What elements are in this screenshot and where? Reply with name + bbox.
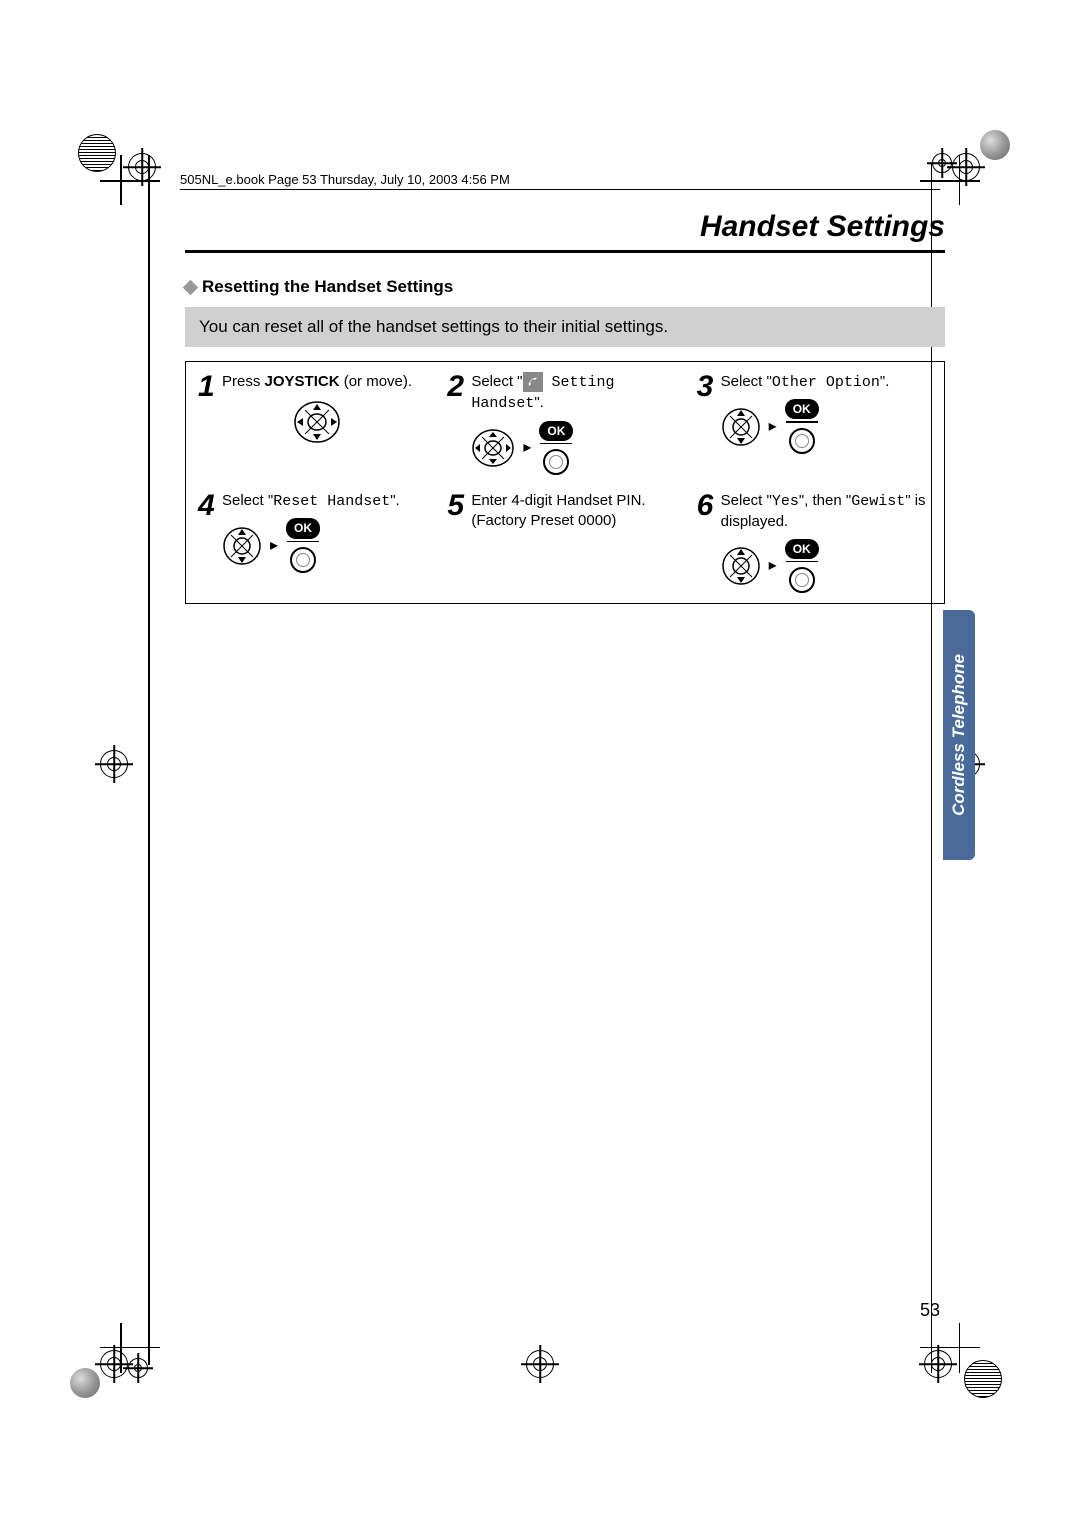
text: Select "	[222, 492, 273, 509]
crop-circle-br	[964, 1360, 1002, 1398]
circle-button-icon	[789, 567, 815, 593]
step-body: Select "Other Option". ▸ OK	[721, 372, 890, 475]
circle-button-icon	[290, 547, 316, 573]
arrow-right-icon: ▸	[270, 535, 278, 557]
step-3: 3 Select "Other Option". ▸ OK	[697, 372, 932, 475]
ok-label: OK	[286, 518, 320, 538]
mono-text: Reset Handset	[273, 493, 390, 510]
section-heading-text: Resetting the Handset Settings	[202, 277, 453, 297]
bold-text: JOYSTICK	[265, 373, 340, 390]
side-tab: Cordless Telephone	[943, 610, 975, 860]
text: Press	[222, 373, 265, 390]
step-6: 6 Select "Yes", then "Gewist" is display…	[697, 491, 932, 593]
ok-button-stack: OK	[539, 421, 573, 476]
ok-label: OK	[785, 539, 819, 559]
step-number: 6	[697, 491, 717, 593]
frame-line	[920, 1347, 980, 1349]
ok-button-stack: OK	[286, 518, 320, 573]
icon-row	[222, 400, 412, 444]
joystick-updown-icon	[721, 407, 761, 447]
arrow-right-icon: ▸	[523, 437, 531, 459]
mono-text: Yes	[772, 493, 799, 510]
side-tab-text: Cordless Telephone	[949, 654, 969, 816]
ok-button-stack: OK	[785, 399, 819, 454]
circle-button-icon	[789, 428, 815, 454]
frame-line	[100, 180, 160, 182]
steps-box: 1 Press JOYSTICK (or move).	[185, 361, 945, 604]
divider-line	[540, 443, 572, 445]
registration-mark	[526, 1350, 554, 1378]
step-body: Select "Yes", then "Gewist" is displayed…	[721, 491, 932, 593]
registration-mark	[100, 1350, 128, 1378]
step-number: 3	[697, 372, 717, 475]
text: ", then "	[799, 492, 851, 509]
setting-handset-icon	[523, 372, 543, 392]
step-1: 1 Press JOYSTICK (or move).	[198, 372, 433, 475]
step-number: 5	[447, 491, 467, 593]
icon-row: ▸ OK	[721, 399, 890, 454]
registration-mark	[128, 1358, 148, 1378]
divider-line	[786, 561, 818, 563]
frame-line	[120, 1323, 122, 1373]
page-title: Handset Settings	[185, 210, 945, 244]
section-heading: Resetting the Handset Settings	[185, 277, 945, 297]
joystick-updown-icon	[222, 526, 262, 566]
icon-row: ▸ OK	[721, 539, 932, 594]
title-underline	[185, 250, 945, 253]
text: Select "	[721, 373, 772, 390]
step-body: Press JOYSTICK (or move).	[222, 372, 412, 475]
arrow-right-icon: ▸	[769, 555, 777, 577]
intro-text: You can reset all of the handset setting…	[199, 317, 668, 336]
registration-mark	[952, 153, 980, 181]
divider-line	[786, 421, 818, 423]
ok-label: OK	[539, 421, 573, 441]
page-number: 53	[920, 1300, 940, 1321]
page-content: Handset Settings Resetting the Handset S…	[185, 210, 945, 604]
arrow-right-icon: ▸	[769, 416, 777, 438]
circle-button-icon	[543, 449, 569, 475]
text: Select "	[721, 492, 772, 509]
registration-mark	[100, 750, 128, 778]
text: (Factory Preset 0000)	[471, 511, 645, 531]
text: Enter 4-digit Handset PIN.	[471, 491, 645, 511]
color-ball-tr	[980, 130, 1010, 160]
ok-label: OK	[785, 399, 819, 419]
frame-line	[959, 1323, 961, 1373]
step-2: 2 Select " Setting Handset". ▸	[447, 372, 682, 475]
text: Select "	[471, 373, 522, 390]
frame-line	[148, 155, 150, 1365]
step-number: 1	[198, 372, 218, 475]
joystick-full-icon	[471, 428, 515, 468]
step-body: Enter 4-digit Handset PIN. (Factory Pres…	[471, 491, 645, 593]
text: ".	[390, 492, 400, 509]
text: ".	[534, 394, 544, 411]
step-number: 4	[198, 491, 218, 593]
step-number: 2	[447, 372, 467, 475]
crop-circle-tl	[78, 134, 116, 172]
diamond-icon	[183, 279, 199, 295]
registration-mark	[924, 1350, 952, 1378]
frame-line	[100, 1347, 160, 1349]
color-ball-bl	[70, 1368, 100, 1398]
joystick-full-icon	[292, 400, 342, 444]
ok-button-stack: OK	[785, 539, 819, 594]
intro-bar: You can reset all of the handset setting…	[185, 307, 945, 347]
mono-text: Gewist	[851, 493, 905, 510]
step-4: 4 Select "Reset Handset". ▸ OK	[198, 491, 433, 593]
icon-row: ▸ OK	[222, 518, 400, 573]
mono-text: Other Option	[772, 374, 880, 391]
step-body: Select "Reset Handset". ▸ OK	[222, 491, 400, 593]
divider-line	[287, 541, 319, 543]
icon-row: ▸ OK	[471, 421, 682, 476]
registration-mark	[128, 153, 156, 181]
document-header: 505NL_e.book Page 53 Thursday, July 10, …	[180, 172, 940, 190]
header-text: 505NL_e.book Page 53 Thursday, July 10, …	[180, 172, 510, 187]
text: ".	[880, 373, 890, 390]
step-body: Select " Setting Handset". ▸ OK	[471, 372, 682, 475]
text: (or move).	[340, 373, 413, 390]
step-5: 5 Enter 4-digit Handset PIN. (Factory Pr…	[447, 491, 682, 593]
registration-mark	[932, 153, 952, 173]
joystick-updown-icon	[721, 546, 761, 586]
